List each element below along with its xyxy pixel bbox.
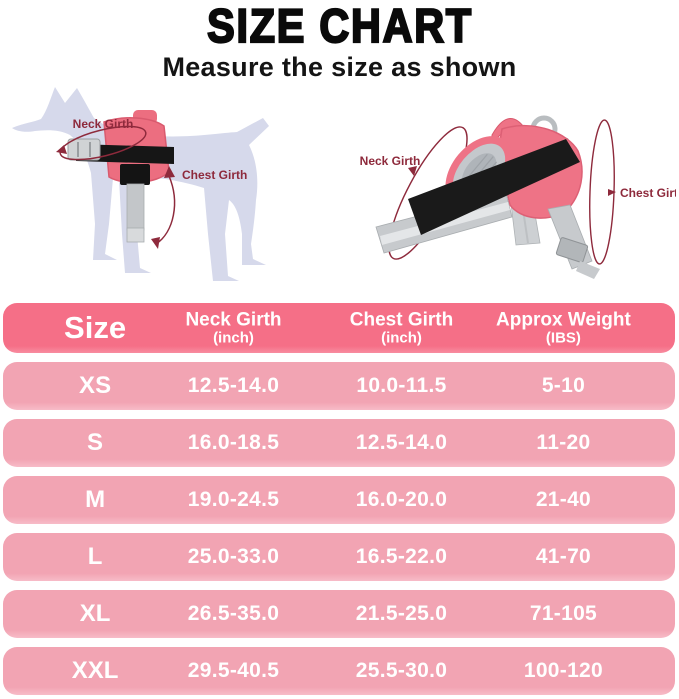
neck-girth-value: 26.5-35.0: [187, 602, 280, 625]
dog-harness-graphic: [67, 110, 174, 243]
size-value: XL: [79, 600, 111, 627]
size-value: M: [85, 486, 106, 513]
dog-annotations: Neck Girth Chest Girth: [56, 117, 247, 249]
weight-value: 41-70: [535, 545, 592, 568]
neck-girth-value: 29.5-40.5: [187, 659, 280, 682]
table-row-l: L 25.0-33.0 16.5-22.0 41-70: [3, 533, 675, 581]
size-value: XS: [79, 372, 112, 399]
chest-girth-value: 16.0-20.0: [355, 488, 448, 511]
column-header-neck-girth: Neck Girth (inch): [185, 309, 282, 347]
belly-strap: [126, 183, 145, 231]
harness-product-graphic: [375, 115, 600, 279]
table-row-s: S 16.0-18.5 12.5-14.0 11-20: [3, 419, 675, 467]
page-title: SIZE CHART: [0, 0, 679, 53]
harness-chest-girth-label: Chest Girth: [620, 186, 676, 200]
neck-girth-value: 25.0-33.0: [187, 545, 280, 568]
neck-ellipse-arrowhead-icon: [408, 166, 417, 176]
belly-buckle: [120, 164, 150, 185]
neck-girth-arrow: [59, 125, 147, 161]
strap-tail: [576, 261, 600, 279]
table-row-m: M 19.0-24.5 16.0-20.0 21-40: [3, 476, 675, 524]
black-chest-strap: [408, 139, 580, 235]
weight-value: 5-10: [541, 374, 586, 397]
table-row-xxl: XXL 29.5-40.5 25.5-30.0 100-120: [3, 647, 675, 695]
column-header-approx-weight: Approx Weight (IBS): [496, 309, 631, 347]
table-row-xs: XS 12.5-14.0 10.0-11.5 5-10: [3, 362, 675, 410]
neck-arrowhead-icon: [56, 145, 67, 154]
page-title-text: SIZE CHART: [206, 0, 473, 53]
chest-buckle: [67, 138, 101, 161]
table-row-xl: XL 26.5-35.0 21.5-25.0 71-105: [3, 590, 675, 638]
neck-girth-value: 19.0-24.5: [187, 488, 280, 511]
right-strap: [547, 204, 593, 270]
dog-measurement-illustration: Neck Girth Chest Girth: [12, 87, 269, 281]
table-header-row: Size Neck Girth (inch) Chest Girth (inch) …: [3, 303, 675, 353]
chest-girth-value: 21.5-25.0: [355, 602, 448, 625]
column-header-size: Size: [64, 310, 127, 345]
strap-buckle: [555, 237, 589, 263]
neck-girth-value: 16.0-18.5: [187, 431, 280, 454]
chest-girth-value: 25.5-30.0: [355, 659, 448, 682]
chest-girth-value: 10.0-11.5: [356, 374, 447, 397]
dog-chest-girth-label: Chest Girth: [182, 168, 247, 182]
chest-arrowhead-top-icon: [164, 166, 175, 178]
weight-value: 21-40: [535, 488, 592, 511]
size-value: S: [87, 429, 104, 456]
weight-value: 100-120: [523, 659, 604, 682]
neck-girth-value: 12.5-14.0: [187, 374, 280, 397]
chest-girth-value: 16.5-22.0: [355, 545, 448, 568]
chest-girth-arrow: [155, 175, 176, 245]
size-value: L: [87, 543, 103, 570]
harness-product-illustration: Neck Girth Chest Girth: [360, 115, 676, 279]
chest-girth-value: 12.5-14.0: [355, 431, 448, 454]
belly-strap-tip: [126, 227, 145, 243]
weight-value: 11-20: [536, 431, 591, 454]
size-value: XXL: [71, 657, 119, 684]
column-header-chest-girth: Chest Girth (inch): [349, 309, 454, 347]
chest-ellipse-arrowhead-icon: [608, 189, 616, 196]
chest-arrowhead-bottom-icon: [151, 237, 160, 249]
weight-value: 71-105: [529, 602, 598, 625]
dog-neck-girth-label: Neck Girth: [73, 117, 134, 131]
page-subtitle: Measure the size as shown: [162, 52, 517, 82]
harness-neck-girth-label: Neck Girth: [360, 154, 421, 168]
size-table: Size Neck Girth (inch) Chest Girth (inch) …: [3, 303, 675, 695]
